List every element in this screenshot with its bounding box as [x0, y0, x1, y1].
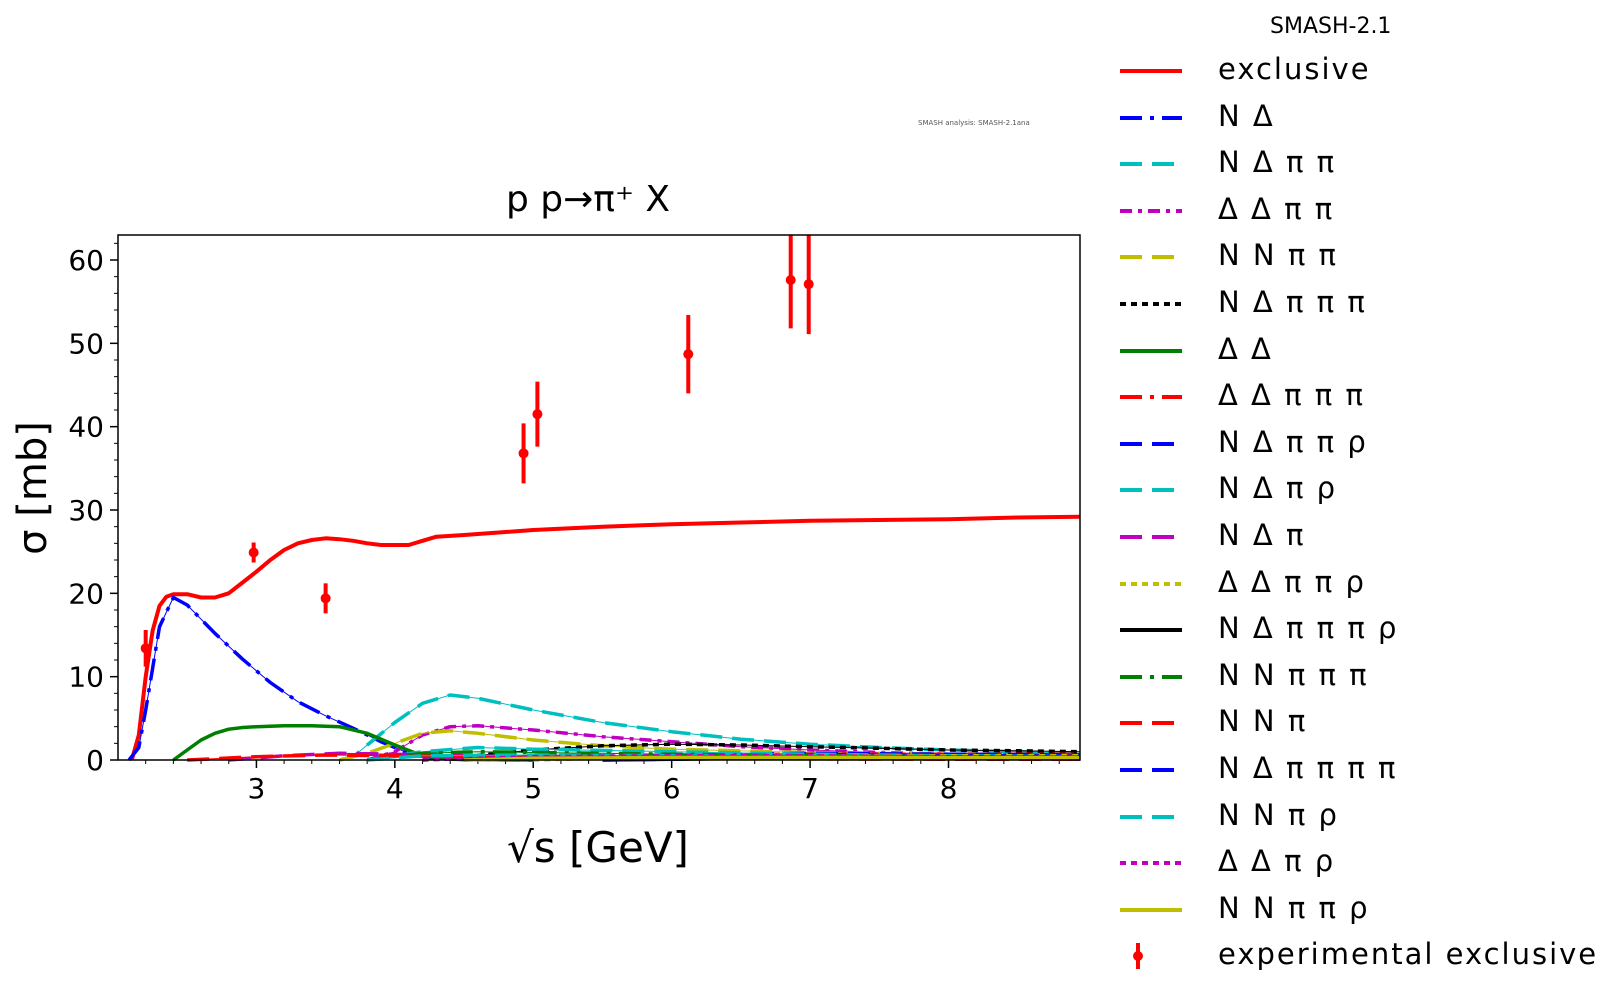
x-tick-label: 5: [524, 772, 542, 805]
legend-label: N N π π: [1218, 238, 1338, 273]
legend-line-swatch: [1120, 767, 1182, 772]
legend-line-swatch: [1120, 907, 1182, 912]
legend-label: experimental exclusive: [1218, 937, 1599, 972]
y-tick-label: 30: [68, 494, 104, 527]
legend-line-swatch: [1120, 115, 1182, 120]
x-tick-label: 3: [248, 772, 266, 805]
legend-marker: [1133, 943, 1143, 970]
legend-label: N N π ρ: [1218, 797, 1339, 832]
legend-line-swatch: [1120, 628, 1182, 633]
exp-point: [532, 409, 543, 420]
x-axis-label: √s [GeV]: [507, 823, 689, 872]
x-tick-label: 7: [801, 772, 819, 805]
legend-label: N N π π ρ: [1218, 890, 1370, 925]
legend-line-swatch: [1120, 395, 1182, 400]
legend-label: N N π π π: [1218, 657, 1369, 692]
legend-line-swatch: [1120, 69, 1182, 73]
legend-line-swatch: [1120, 534, 1182, 539]
legend-label: Δ Δ: [1218, 331, 1273, 366]
y-tick-label: 20: [68, 577, 104, 610]
x-tick-label: 4: [386, 772, 404, 805]
exp-point: [140, 643, 151, 654]
legend-line-swatch: [1120, 208, 1182, 213]
exp-point: [320, 593, 331, 604]
x-tick-label: 6: [663, 772, 681, 805]
legend-line-swatch: [1120, 861, 1182, 866]
exp-point: [683, 349, 694, 360]
chart-title: p p→π⁺ X: [506, 179, 670, 220]
legend-line-swatch: [1120, 441, 1182, 446]
y-tick-label: 40: [68, 411, 104, 444]
legend-line-swatch: [1120, 581, 1182, 586]
legend-label: N Δ π π π ρ: [1218, 611, 1399, 646]
legend-label: N Δ: [1218, 98, 1275, 133]
series-thin-line-0: [131, 516, 1081, 761]
legend-label: N Δ π ρ: [1218, 471, 1338, 506]
y-tick-label: 10: [68, 661, 104, 694]
legend-label: N Δ π π π π: [1218, 750, 1398, 785]
legend-label: Δ Δ π π π: [1218, 378, 1365, 413]
plot-frame: [117, 234, 1081, 761]
y-tick-label: 50: [68, 327, 104, 360]
legend-line-swatch: [1120, 255, 1182, 260]
legend-label: Δ Δ π ρ: [1218, 844, 1336, 879]
y-tick-label: 60: [68, 244, 104, 277]
legend-label: N N π: [1218, 704, 1308, 739]
legend-line-swatch: [1120, 814, 1182, 819]
exp-point: [518, 448, 529, 459]
legend-line-swatch: [1120, 488, 1182, 493]
legend-title: SMASH-2.1: [1270, 14, 1392, 39]
x-tick-label: 8: [940, 772, 958, 805]
legend-label: exclusive: [1218, 52, 1371, 86]
analysis-note: SMASH analysis: SMASH-2.1ana: [918, 119, 1030, 127]
legend-label: N Δ π π: [1218, 145, 1337, 180]
legend-line-swatch: [1120, 721, 1182, 726]
legend-line-swatch: [1120, 348, 1182, 353]
y-axis-label: σ [mb]: [10, 421, 56, 555]
exp-point: [248, 547, 259, 558]
exp-point: [803, 279, 814, 290]
y-tick-label: 0: [86, 744, 104, 777]
legend-label: N Δ π π ρ: [1218, 424, 1368, 459]
legend-label: N Δ π: [1218, 517, 1306, 552]
legend-line-swatch: [1120, 162, 1182, 167]
legend-line-swatch: [1120, 301, 1182, 306]
legend-label: N Δ π π π: [1218, 284, 1367, 319]
legend-label: Δ Δ π π: [1218, 191, 1335, 226]
legend-line-swatch: [1120, 674, 1182, 679]
series-line-1: [127, 595, 534, 762]
legend-label: Δ Δ π π ρ: [1218, 564, 1366, 599]
series-thin-line-18: [463, 757, 1080, 761]
series-thin-line-1: [128, 596, 534, 761]
exp-point: [785, 275, 796, 285]
